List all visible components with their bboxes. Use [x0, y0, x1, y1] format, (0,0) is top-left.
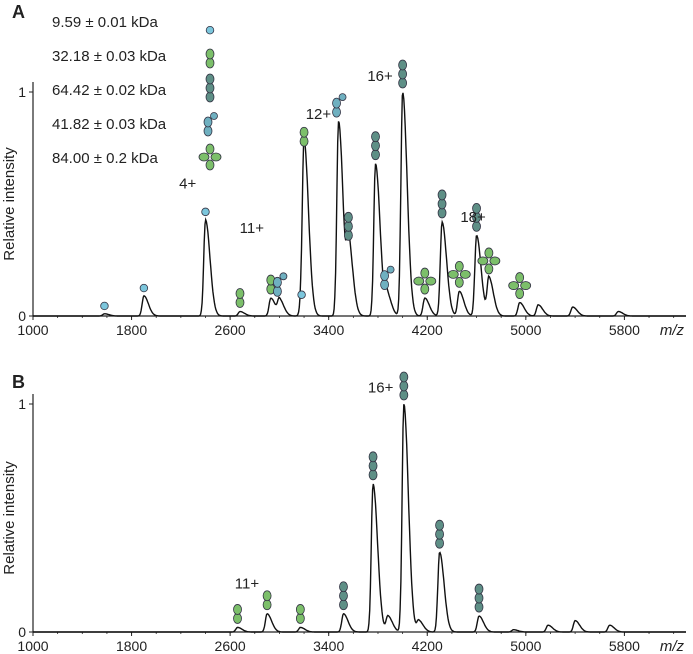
peak-trimer-icon	[273, 272, 288, 297]
x-axis-label: m/z	[660, 322, 685, 339]
peak-tetramer-icon	[344, 211, 353, 241]
y-axis-label: Relative intensity	[1, 147, 18, 261]
legend-entry-text: 64.42 ± 0.02 kDa	[52, 82, 167, 99]
peak-cross-icon	[508, 272, 532, 299]
legend-entry-text: 41.82 ± 0.03 kDa	[52, 116, 167, 133]
x-tick-label: 1000	[17, 638, 48, 654]
x-tick-label: 5800	[609, 638, 640, 654]
legend-tetramer-icon	[205, 73, 215, 103]
legend-monomer-icon	[205, 26, 215, 35]
x-tick-label: 4200	[412, 638, 443, 654]
legend-trimer-icon	[203, 112, 218, 137]
y-axis-label: Relative intensity	[1, 461, 18, 575]
legend-entry-text: 84.00 ± 0.2 kDa	[52, 150, 158, 167]
spectrum-line	[33, 404, 686, 633]
x-tick-label: 2600	[215, 322, 246, 338]
x-axis-label: m/z	[660, 638, 685, 654]
charge-state-label: 11+	[235, 576, 260, 593]
legend-entry-text: 9.59 ± 0.01 kDa	[52, 14, 158, 31]
panel-letter: B	[12, 372, 25, 392]
x-tick-label: 1800	[116, 322, 147, 338]
x-tick-label: 5800	[609, 322, 640, 338]
peak-cross-icon	[413, 267, 437, 295]
peak-cross-icon	[477, 247, 501, 275]
peak-trimer-icon	[332, 93, 347, 118]
x-tick-label: 1800	[116, 638, 147, 654]
charge-state-label: 16+	[368, 380, 394, 397]
legend-entry-text: 32.18 ± 0.03 kDa	[52, 48, 167, 65]
peak-tetramer-icon	[399, 371, 409, 401]
peak-tetramer-icon	[371, 131, 380, 161]
panel-a: A 1000 1800 2600 3400 4200 5000 5800 0 1 Relative …	[1, 2, 686, 339]
peak-tetramer-icon	[437, 189, 447, 219]
peak-monomer-icon	[100, 301, 109, 311]
peak-trimer-icon	[380, 265, 395, 291]
charge-state-label: 16+	[367, 68, 393, 85]
legend: 9.59 ± 0.01 kDa 32.18 ± 0.03 kDa 64.42 ± 0…	[52, 14, 222, 171]
x-tick-label: 1000	[17, 322, 48, 338]
peak-monomer-icon	[139, 283, 149, 293]
peak-monomer-icon	[201, 207, 210, 217]
peak-dimer-icon	[235, 288, 245, 308]
peak-monomer-icon	[297, 290, 306, 299]
legend-dimer-icon	[205, 48, 215, 69]
x-tick-label: 3400	[313, 322, 344, 338]
panel-b: B 1000 1800 2600 3400 4200 5000 5800 0 1 Relative …	[1, 371, 686, 654]
peak-tetramer-icon	[398, 59, 408, 89]
peak-dimer-icon	[295, 604, 305, 624]
peak-tetramer-icon	[474, 583, 484, 613]
charge-state-label: 4+	[179, 175, 196, 192]
peak-tetramer-icon	[368, 451, 378, 481]
y-tick-label: 1	[18, 396, 26, 412]
charge-state-label: 11+	[240, 220, 265, 237]
y-tick-label: 0	[18, 308, 26, 324]
panel-letter: A	[12, 2, 25, 22]
peak-dimer-icon	[299, 126, 309, 147]
x-tick-label: 3400	[313, 638, 344, 654]
peak-tetramer-icon	[472, 202, 481, 232]
charge-state-label: 18+	[460, 209, 486, 226]
x-tick-label: 4200	[412, 322, 443, 338]
peak-tetramer-icon	[339, 581, 348, 611]
x-tick-label: 5000	[510, 322, 541, 338]
charge-state-label: 12+	[306, 106, 332, 123]
peak-cross-icon	[447, 260, 471, 288]
y-tick-label: 0	[18, 624, 26, 640]
peak-dimer-icon	[262, 590, 272, 611]
x-tick-label: 2600	[215, 638, 246, 654]
peak-dimer-icon	[233, 604, 242, 624]
peak-tetramer-icon	[435, 519, 444, 549]
y-tick-label: 1	[18, 84, 26, 100]
legend-cross-icon	[198, 143, 222, 171]
x-tick-label: 5000	[510, 638, 541, 654]
spectrum-line	[33, 92, 686, 317]
